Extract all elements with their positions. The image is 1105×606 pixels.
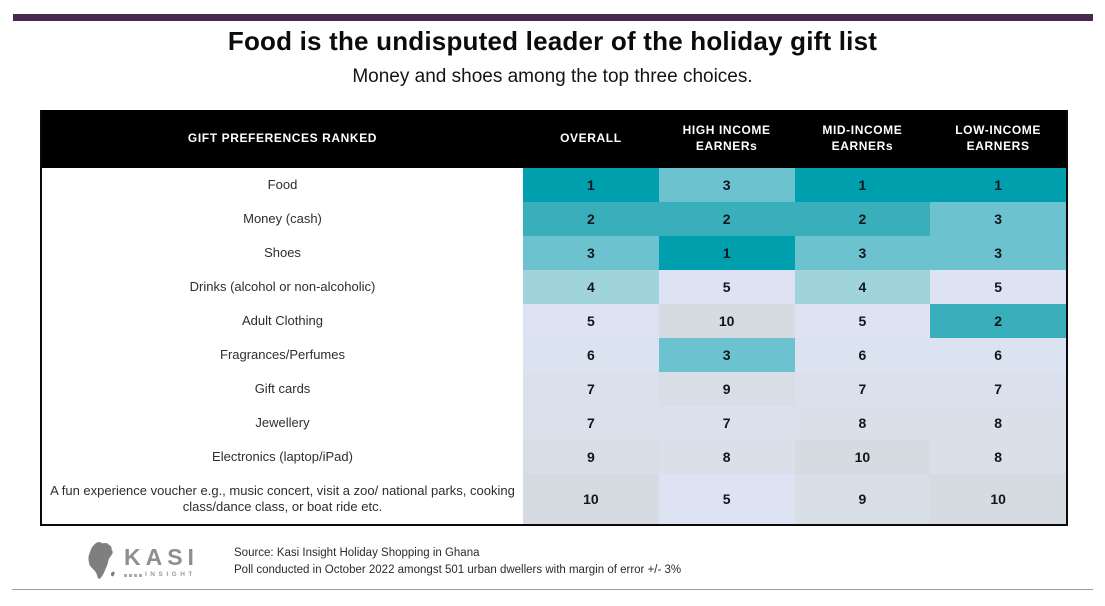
rank-cell: 5 [794, 304, 931, 338]
rank-cell: 7 [794, 372, 931, 406]
logo-insight-text: INSIGHT [145, 570, 196, 578]
rank-cell: 3 [658, 168, 795, 202]
rank-cell: 6 [930, 338, 1066, 372]
row-label: Food [42, 168, 523, 202]
row-label: Gift cards [42, 372, 523, 406]
rank-cell: 2 [523, 202, 659, 236]
source-line-1: Source: Kasi Insight Holiday Shopping in… [234, 547, 480, 559]
brand-logo: KASI INSIGHT [86, 541, 199, 583]
bottom-divider [12, 589, 1093, 590]
rank-cell: 7 [930, 372, 1066, 406]
rank-cell: 5 [658, 474, 795, 524]
row-label: Shoes [42, 236, 523, 270]
rank-cell: 9 [794, 474, 931, 524]
logo-brand-text: KASI [124, 543, 199, 570]
rank-cell: 4 [523, 270, 659, 304]
page-title: Food is the undisputed leader of the hol… [227, 26, 878, 56]
rank-cell: 1 [523, 168, 659, 202]
rank-cell: 2 [658, 202, 795, 236]
rank-cell: 5 [930, 270, 1066, 304]
rank-cell: 5 [658, 270, 795, 304]
rank-cell: 3 [794, 236, 931, 270]
rank-cell: 9 [658, 372, 795, 406]
rank-cell: 3 [658, 338, 795, 372]
rank-cell: 6 [794, 338, 931, 372]
africa-map-icon [88, 542, 115, 579]
rank-cell: 8 [794, 406, 931, 440]
page-subtitle: Money and shoes among the top three choi… [352, 66, 753, 87]
rank-cell: 3 [930, 202, 1066, 236]
row-label: Fragrances/Perfumes [42, 338, 523, 372]
rank-cell: 10 [930, 474, 1066, 524]
source-note: Source: Kasi Insight Holiday Shopping in… [234, 545, 681, 578]
rank-cell: 5 [523, 304, 659, 338]
rank-cell: 7 [523, 372, 659, 406]
rank-table: GIFT PREFERENCES RANKED OVERALL HIGH INCOM… [40, 110, 1068, 526]
rank-cell: 3 [523, 236, 659, 270]
rank-cell: 2 [930, 304, 1066, 338]
row-label: Drinks (alcohol or non-alcoholic) [42, 270, 523, 304]
row-label: Jewellery [42, 406, 523, 440]
top-accent-bar [13, 14, 1093, 21]
rank-cell: 1 [658, 236, 795, 270]
rank-cell: 7 [658, 406, 795, 440]
rank-cell: 3 [930, 236, 1066, 270]
rank-cell: 9 [523, 440, 659, 474]
column-header: MID-INCOME EARNERs [794, 110, 931, 168]
rank-cell: 8 [658, 440, 795, 474]
rank-cell: 4 [794, 270, 931, 304]
row-label: Adult Clothing [42, 304, 523, 338]
row-label: Electronics (laptop/iPad) [42, 440, 523, 474]
rank-cell: 7 [523, 406, 659, 440]
rank-cell: 10 [658, 304, 795, 338]
column-header: LOW-INCOME EARNERS [930, 110, 1066, 168]
column-header: GIFT PREFERENCES RANKED [42, 110, 523, 168]
rank-cell: 2 [794, 202, 931, 236]
rank-cell: 6 [523, 338, 659, 372]
rank-cell: 10 [794, 440, 931, 474]
column-header: OVERALL [523, 110, 659, 168]
rank-cell: 10 [523, 474, 659, 524]
row-label: Money (cash) [42, 202, 523, 236]
source-line-2: Poll conducted in October 2022 amongst 5… [234, 563, 682, 576]
rank-cell: 8 [930, 440, 1066, 474]
row-label: A fun experience voucher e.g., music con… [42, 474, 523, 524]
column-header: HIGH INCOME EARNERs [658, 110, 795, 168]
rank-cell: 8 [930, 406, 1066, 440]
rank-cell: 1 [794, 168, 931, 202]
logo-dots [124, 573, 142, 577]
rank-cell: 1 [930, 168, 1066, 202]
